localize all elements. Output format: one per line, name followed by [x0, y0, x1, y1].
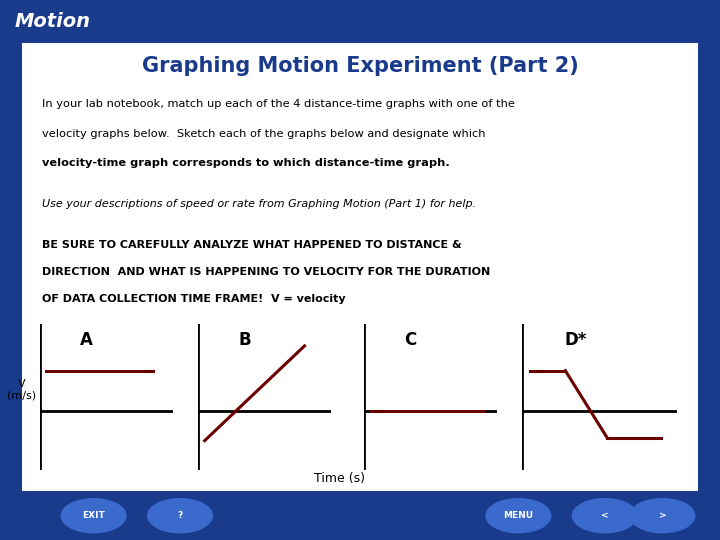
Ellipse shape	[61, 499, 126, 532]
Text: BE SURE TO CAREFULLY ANALYZE WHAT HAPPENED TO DISTANCE &: BE SURE TO CAREFULLY ANALYZE WHAT HAPPEN…	[42, 240, 462, 249]
Text: Graphing Motion Experiment (Part 2): Graphing Motion Experiment (Part 2)	[142, 56, 578, 76]
Text: B: B	[238, 331, 251, 349]
Text: >: >	[659, 511, 666, 520]
Ellipse shape	[572, 499, 637, 532]
Text: D*: D*	[565, 331, 588, 349]
Text: velocity-time graph corresponds to which distance-time graph.: velocity-time graph corresponds to which…	[42, 158, 450, 168]
Text: V
(m/s): V (m/s)	[7, 379, 36, 401]
Text: In your lab notebook, match up each of the 4 distance-time graphs with one of th: In your lab notebook, match up each of t…	[42, 99, 515, 109]
Ellipse shape	[486, 499, 551, 532]
Text: <: <	[601, 511, 608, 520]
Text: Motion: Motion	[14, 12, 91, 31]
Ellipse shape	[630, 499, 695, 532]
Text: MENU: MENU	[503, 511, 534, 520]
Text: EXIT: EXIT	[82, 511, 105, 520]
Text: DIRECTION  AND WHAT IS HAPPENING TO VELOCITY FOR THE DURATION: DIRECTION AND WHAT IS HAPPENING TO VELOC…	[42, 267, 490, 277]
Text: A: A	[80, 331, 93, 349]
Text: Time (s): Time (s)	[314, 472, 365, 485]
Text: OF DATA COLLECTION TIME FRAME!  V = velocity: OF DATA COLLECTION TIME FRAME! V = veloc…	[42, 294, 346, 304]
Text: C: C	[404, 331, 416, 349]
Text: velocity graphs below.  Sketch each of the graphs below and designate which: velocity graphs below. Sketch each of th…	[42, 129, 485, 139]
Text: Use your descriptions of speed or rate from Graphing Motion (Part 1) for help.: Use your descriptions of speed or rate f…	[42, 199, 476, 209]
Text: ?: ?	[177, 511, 183, 520]
Ellipse shape	[148, 499, 212, 532]
